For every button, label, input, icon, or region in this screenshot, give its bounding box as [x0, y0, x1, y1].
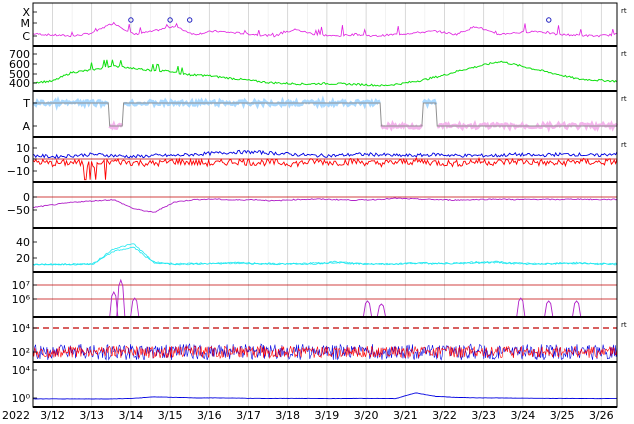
panel-frame: [32, 45, 618, 92]
y-tick-label: 10⁰: [12, 392, 31, 405]
x-tick-label: 3/22: [432, 409, 457, 422]
x-tick-label: 3/23: [471, 409, 496, 422]
flare-marker: [187, 17, 193, 23]
y-tick-label: 500: [9, 68, 30, 81]
wind-speed-line: [32, 59, 618, 87]
angle-line: [32, 197, 618, 213]
electron-spike: [572, 300, 582, 317]
y-tick-label: 10⁴: [12, 364, 31, 377]
electron-spike: [109, 290, 119, 317]
x-tick-label: 3/13: [79, 409, 104, 422]
electron-spike: [130, 297, 140, 317]
x-tick-label: 3/18: [275, 409, 300, 422]
x-tick-label: 3/20: [354, 409, 379, 422]
panel-frames: [32, 2, 618, 408]
x-tick-label: 3/14: [119, 409, 144, 422]
electron-spike: [363, 300, 372, 317]
x-tick-label: 3/12: [40, 409, 65, 422]
density-line: [32, 246, 618, 266]
x-tick-label: 3/15: [158, 409, 183, 422]
y-tick-label: −10: [7, 165, 30, 178]
y-tick-label: 700: [9, 48, 30, 61]
y-tick-label: T: [22, 97, 30, 110]
y-tick-label: 10⁶: [12, 293, 31, 306]
sector-polarity-band: [108, 120, 124, 131]
y-tick-label: M: [21, 17, 31, 30]
panel-right-note: rt: [621, 95, 627, 103]
y-tick-label: X: [22, 6, 30, 19]
y-tick-label: 10⁷: [12, 279, 30, 292]
y-tick-label: 600: [9, 58, 30, 71]
x-tick-label: 3/25: [550, 409, 575, 422]
year-label: 2022: [2, 409, 30, 422]
panel-frame: [32, 271, 618, 318]
y-tick-label: 400: [9, 77, 30, 90]
panel-right-note: rt: [621, 50, 627, 58]
x-tick-label: 3/24: [511, 409, 536, 422]
y-tick-label: 0: [23, 191, 30, 204]
sector-trace-line: [33, 102, 617, 127]
xray-line: [33, 392, 618, 400]
flare-marker: [546, 17, 552, 23]
x-tick-label: 3/26: [589, 409, 614, 422]
x-tick-label: 3/17: [236, 409, 261, 422]
electron-spike: [116, 278, 126, 317]
sector-polarity-band: [422, 97, 438, 109]
flare-series-line: [32, 21, 617, 38]
y-tick-label: 20: [16, 252, 30, 265]
y-tick-label: C: [22, 30, 30, 43]
tick-labels: 3/12 3/13 3/14 3/15 3/16 3/17 3/18 3/19 3/20 3/21…: [7, 6, 627, 422]
y-tick-label: A: [22, 120, 30, 133]
proton-blue-line: [32, 343, 618, 361]
imf-bz-line: [32, 156, 618, 181]
y-tick-label: 0: [23, 153, 30, 166]
density-line: [32, 243, 618, 266]
y-tick-label: −50: [7, 204, 30, 217]
y-tick-label: 10⁴: [12, 322, 31, 335]
panel-frame: [32, 181, 618, 229]
y-tick-label: 10: [16, 142, 30, 155]
panel-right-note: rt: [621, 7, 627, 15]
panel-right-note: rt: [621, 141, 627, 149]
electron-spike: [516, 297, 526, 317]
electron-spike: [544, 300, 554, 317]
series-layer: [32, 17, 619, 400]
proton-red-line: [32, 345, 618, 360]
y-tick-label: 40: [16, 236, 30, 249]
electron-spike: [376, 303, 386, 317]
grid: [52, 3, 602, 407]
x-tick-label: 3/19: [315, 409, 340, 422]
panel-frame: [32, 136, 618, 183]
x-tick-label: 3/21: [393, 409, 418, 422]
y-tick-label: 10²: [12, 346, 30, 359]
panel-right-note: rt: [621, 321, 627, 329]
panel-frame: [32, 2, 618, 47]
panel-frame: [32, 361, 618, 408]
x-tick-label: 3/16: [197, 409, 222, 422]
flare-marker: [167, 17, 173, 23]
panel-frame: [32, 90, 618, 138]
flare-marker: [128, 17, 134, 23]
imf-bt-line: [32, 149, 618, 159]
